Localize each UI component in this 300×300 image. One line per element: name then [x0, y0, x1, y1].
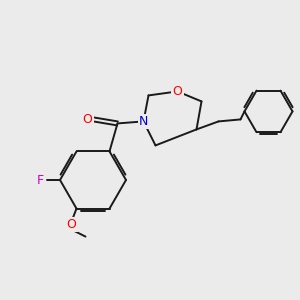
Text: F: F	[36, 173, 43, 187]
Text: O: O	[67, 218, 76, 231]
Text: O: O	[172, 85, 182, 98]
Text: N: N	[139, 115, 148, 128]
Text: O: O	[82, 113, 92, 126]
